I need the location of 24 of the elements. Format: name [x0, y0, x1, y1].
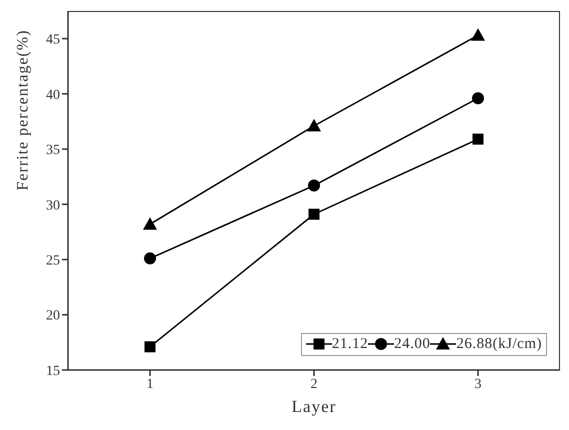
y-tick-label: 30: [46, 198, 60, 214]
x-tick-label: 3: [474, 376, 482, 392]
y-tick-label: 40: [46, 88, 60, 103]
y-tick-label: 45: [46, 32, 60, 48]
point: [471, 28, 485, 41]
y-tick-label: 20: [46, 308, 60, 324]
point: [308, 208, 320, 220]
x-tick-label: 1: [146, 376, 154, 392]
y-tick-label: 35: [46, 143, 60, 158]
point: [472, 134, 484, 145]
legend-label: 21.12: [332, 336, 368, 352]
point: [144, 252, 156, 264]
point: [143, 217, 157, 230]
legend-label: 24.00: [394, 336, 430, 352]
point: [307, 118, 321, 132]
y-tick-label: 15: [46, 364, 60, 379]
point: [144, 341, 156, 352]
x-tick-label: 2: [310, 376, 318, 392]
point: [472, 92, 484, 104]
y-tick-label: 25: [46, 254, 60, 269]
y-axis-title: Ferrite percentage(%): [14, 30, 32, 190]
x-axis-title: Layer: [292, 397, 336, 416]
point: [308, 180, 320, 192]
legend-label: 26.88(kJ/cm): [456, 336, 542, 352]
